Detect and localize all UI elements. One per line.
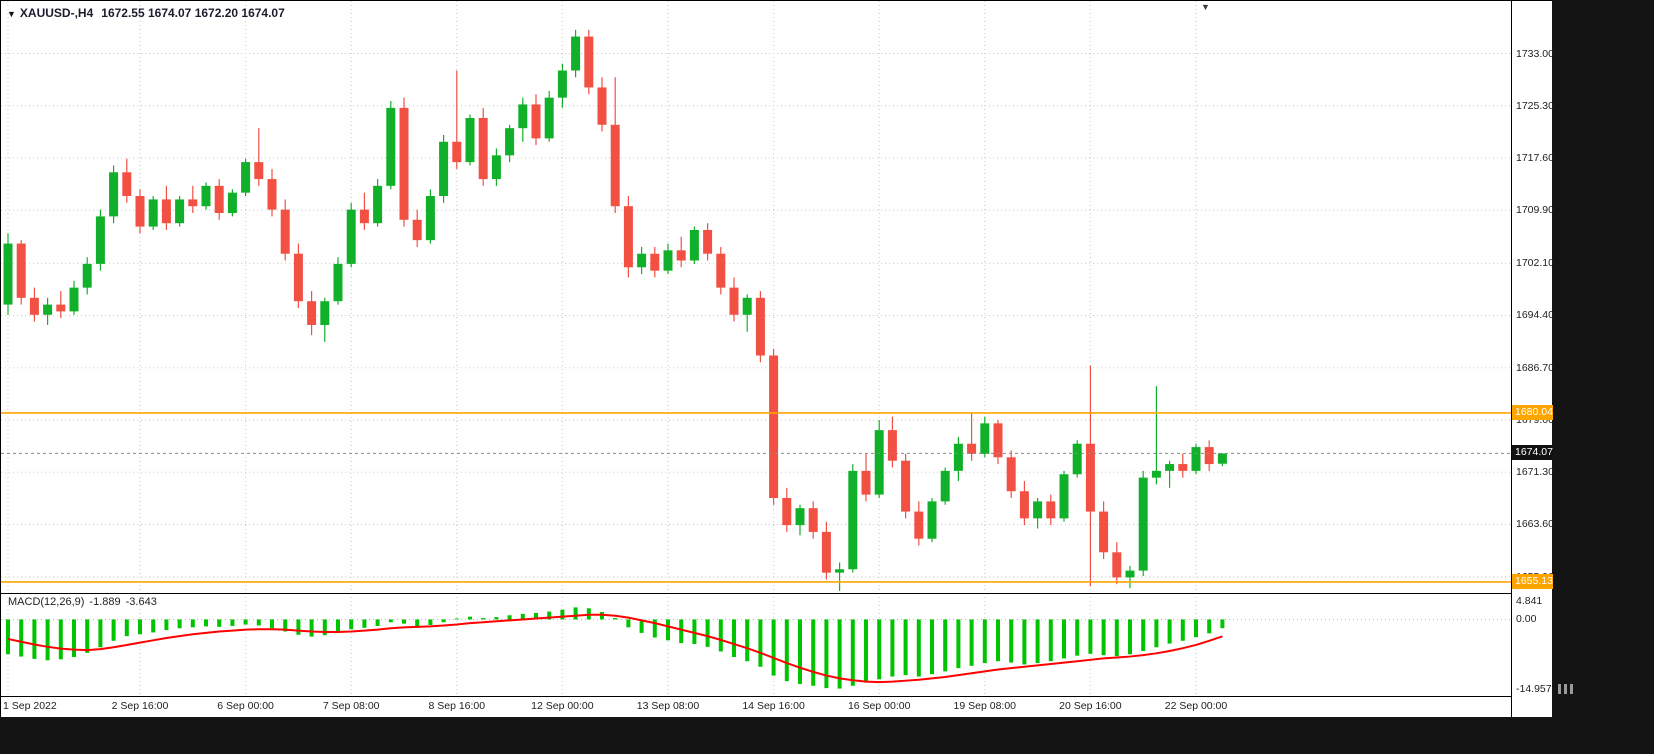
ohlc-values: 1672.55 1674.07 1672.20 1674.07	[101, 6, 285, 20]
macd-axis-label: -14.957	[1516, 682, 1552, 695]
macd-axis-label: 0.00	[1516, 613, 1537, 626]
time-axis-label: 20 Sep 16:00	[1059, 700, 1122, 712]
macd-signal-line	[7, 613, 1223, 684]
time-axis-label: 22 Sep 00:00	[1164, 700, 1228, 712]
chart-window: ▼ XAUUSD-,H4 1672.55 1674.07 1672.20 1674.…	[0, 0, 1554, 717]
time-axis-label: 12 Sep 00:00	[531, 700, 594, 712]
collapse-triangle-icon[interactable]: ▼	[7, 9, 16, 19]
price-axis-label: 1709.90	[1516, 204, 1554, 217]
level-price-badge: 1655.13	[1512, 573, 1553, 589]
time-axis-label: 14 Sep 16:00	[742, 700, 805, 712]
macd-axis-label: 4.841	[1516, 595, 1543, 607]
level-price-badge: 1680.04	[1512, 404, 1553, 420]
shift-marker-icon: ▼	[1201, 2, 1210, 12]
macd-signal-value: -3.643	[125, 596, 157, 608]
time-axis-label: 2 Sep 16:00	[111, 700, 169, 712]
price-axis-label: 1686.70	[1516, 361, 1554, 374]
macd-indicator-label: MACD(12,26,9) -1.889 -3.643	[8, 596, 162, 608]
price-axis-label: 1702.10	[1516, 257, 1554, 270]
current-price-badge: 1674.07	[1512, 445, 1553, 461]
price-axis-label: 1694.40	[1516, 309, 1554, 322]
time-axis-label: 6 Sep 00:00	[217, 700, 274, 712]
candlestick-chart[interactable]	[1, 1, 1511, 593]
macd-histogram	[6, 607, 1225, 689]
candles	[3, 29, 1227, 591]
price-axis-label: 1671.30	[1516, 466, 1554, 479]
time-axis-label: 1 Sep 2022	[3, 700, 57, 712]
price-axis-label: 1733.00	[1516, 47, 1554, 60]
time-axis-label: 19 Sep 08:00	[953, 700, 1017, 712]
chart-header: ▼ XAUUSD-,H4 1672.55 1674.07 1672.20 1674.…	[7, 6, 285, 20]
time-axis[interactable]: 1 Sep 2022 2 Sep 16:00 6 Sep 00:00 7 Sep 08…	[1, 696, 1511, 717]
window-resize-grip-icon[interactable]	[1558, 684, 1573, 694]
price-axis[interactable]: 1733.00 1725.30 1717.60 1709.90 1702.10 1694.…	[1511, 1, 1554, 717]
time-axis-label: 7 Sep 08:00	[322, 700, 380, 712]
macd-title: MACD(12,26,9)	[8, 596, 85, 608]
time-axis-label: 13 Sep 08:00	[636, 700, 700, 712]
time-axis-label: 16 Sep 00:00	[847, 700, 911, 712]
macd-main-value: -1.889	[89, 596, 121, 608]
price-axis-label: 1663.60	[1516, 518, 1554, 531]
macd-indicator-chart[interactable]	[1, 593, 1511, 696]
price-axis-label: 1717.60	[1516, 152, 1554, 165]
time-axis-label: 8 Sep 16:00	[428, 700, 486, 712]
symbol-timeframe-label: XAUUSD-,H4	[19, 6, 94, 20]
price-axis-label: 1725.30	[1516, 99, 1554, 112]
